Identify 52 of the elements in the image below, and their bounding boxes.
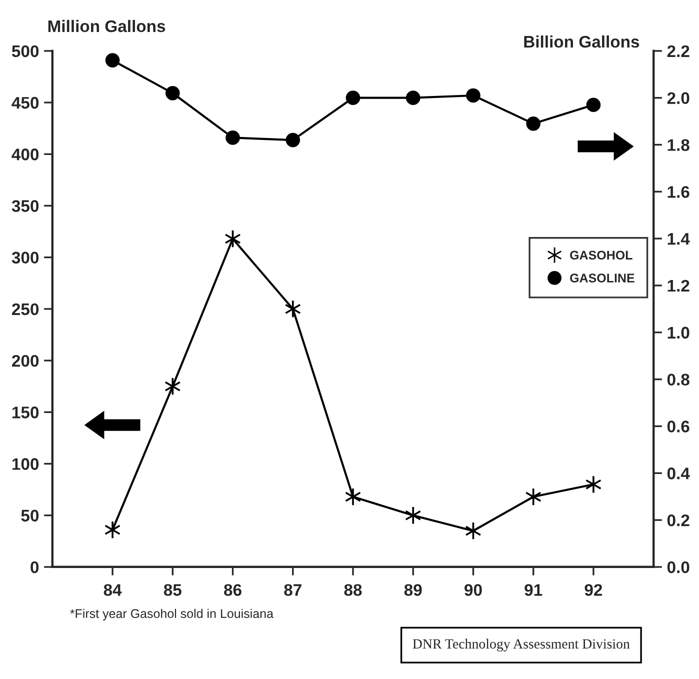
y-tick-label: 50 (21, 510, 39, 522)
y-tick-label: 250 (12, 303, 39, 316)
x-tick-label: 92 (584, 584, 602, 596)
point (104, 520, 121, 540)
legend-label: GASOLINE (570, 274, 634, 282)
point (226, 130, 240, 145)
point (344, 488, 362, 506)
y2-tick-label: 2.2 (667, 45, 690, 57)
y2-tick-label: 0.2 (667, 514, 690, 526)
point (286, 132, 300, 148)
point (284, 300, 301, 318)
y-axis-title: Million Gallons (48, 20, 166, 32)
point (404, 506, 422, 525)
x-tick-label: 88 (344, 584, 362, 596)
x-tick-label: 87 (284, 584, 302, 596)
y2-tick-label: 1.8 (668, 139, 690, 151)
text: *First year Gasohol sold in Louisiana (70, 608, 274, 620)
x-tick-label: 91 (524, 584, 542, 596)
y2-tick-label: 0.4 (667, 468, 690, 480)
y-tick-label: 400 (12, 148, 39, 160)
y-tick-label: 500 (12, 45, 39, 58)
y2-tick-label: 2.0 (667, 92, 690, 104)
x-tick-label: 86 (224, 584, 242, 596)
point (105, 53, 120, 68)
x-tick-label: 84 (104, 584, 122, 596)
y-tick-label: 350 (12, 200, 39, 212)
y2-tick-label: 1.6 (668, 186, 690, 198)
x-tick-label: 90 (464, 584, 482, 596)
y-tick-label: 300 (12, 252, 39, 264)
point (466, 88, 480, 103)
y2-tick-label: 0.6 (667, 420, 690, 432)
point (166, 86, 180, 100)
y2-tick-label: 0.8 (667, 374, 690, 386)
y2-axis-title: Billion Gallons (524, 35, 640, 48)
y2-tick-label: 1.0 (668, 326, 690, 339)
x-tick-label: 89 (404, 584, 422, 596)
x-tick-label: 85 (164, 584, 182, 596)
point (346, 90, 360, 105)
y-tick-label: 100 (12, 458, 39, 470)
y-tick-label: 200 (12, 354, 39, 367)
y2-tick-label: 1.2 (668, 280, 690, 292)
point (585, 475, 602, 494)
y-tick-label: 450 (12, 96, 39, 109)
text: DNR Technology Assessment Division (412, 638, 630, 652)
legend-label: GASOHOL (570, 250, 632, 260)
y-tick-label: 0 (30, 561, 39, 574)
y-tick-label: 150 (12, 406, 39, 418)
point (406, 90, 420, 105)
y2-tick-label: 1.4 (668, 233, 690, 245)
y2-tick-label: 0.0 (667, 561, 690, 574)
point (586, 98, 601, 112)
point (526, 116, 540, 131)
